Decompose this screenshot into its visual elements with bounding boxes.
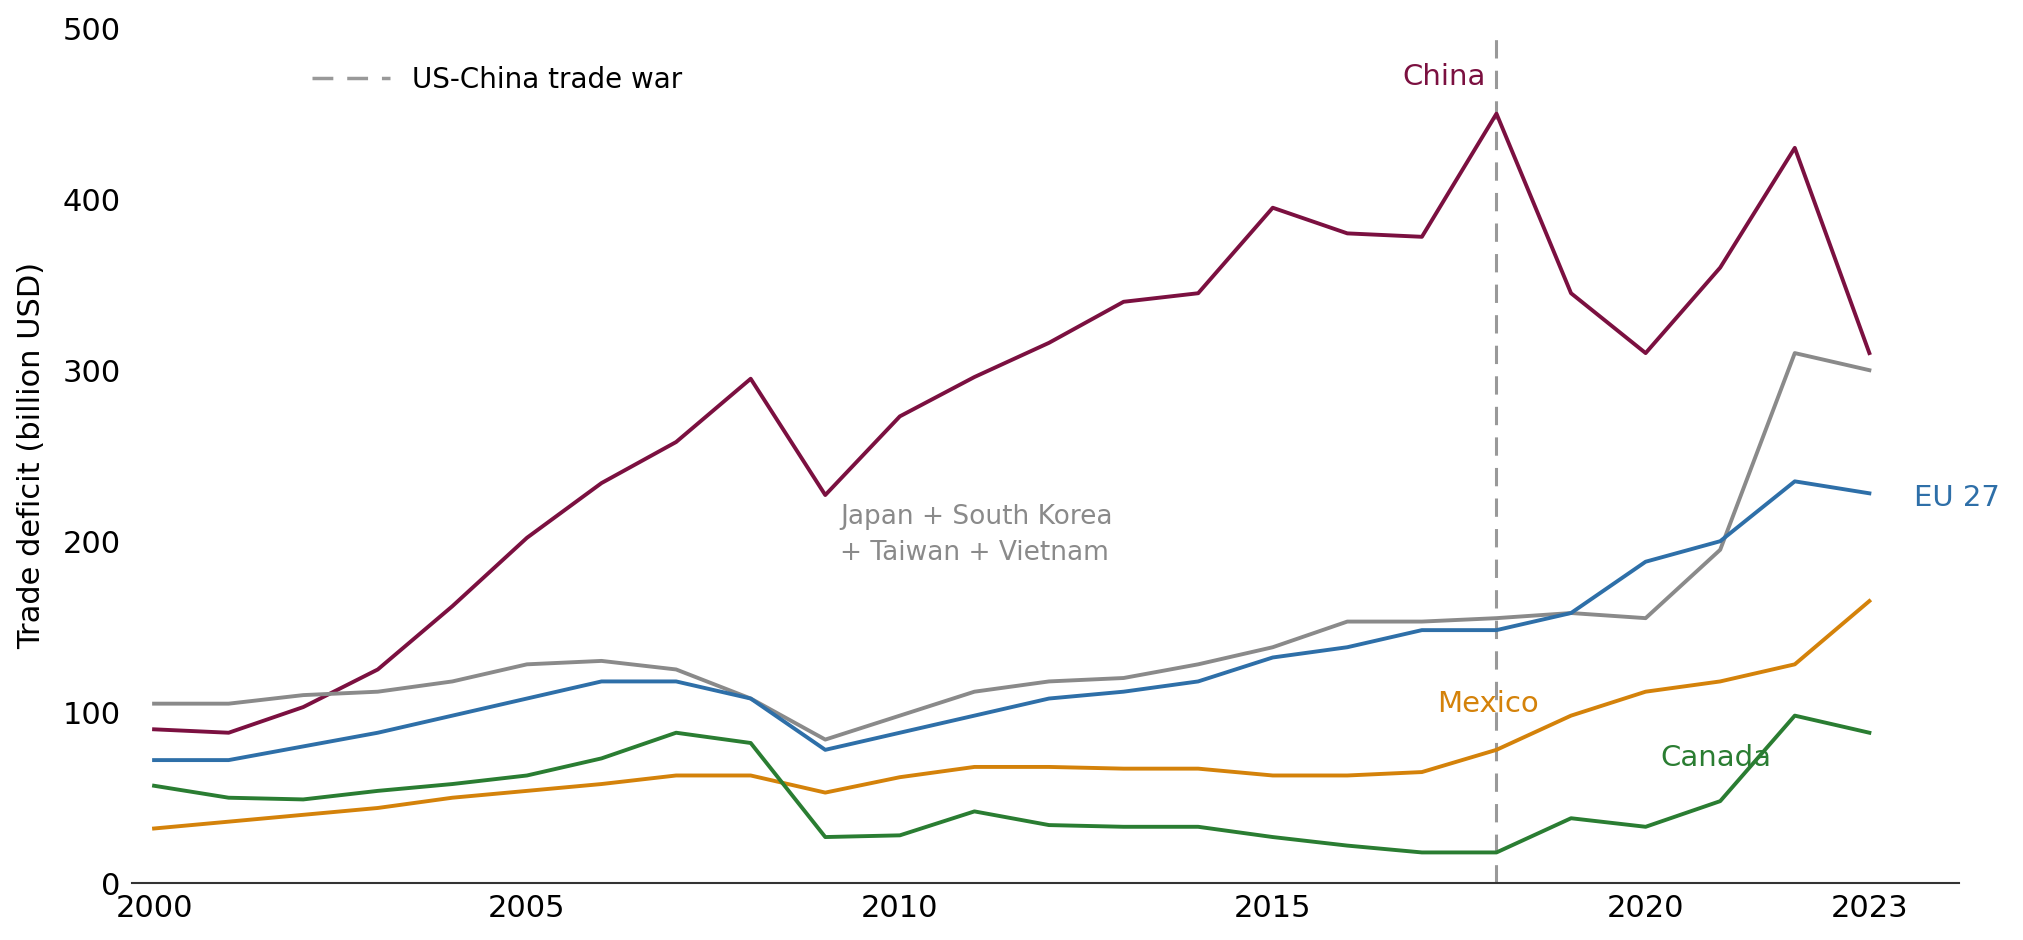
Text: EU 27: EU 27 [1914,484,2001,512]
Text: Mexico: Mexico [1436,690,1540,717]
Legend: US-China trade war: US-China trade war [301,55,694,105]
Y-axis label: Trade deficit (billion USD): Trade deficit (billion USD) [16,262,47,650]
Text: China: China [1402,63,1487,91]
Text: Canada: Canada [1661,744,1772,773]
Text: Japan + South Korea
+ Taiwan + Vietnam: Japan + South Korea + Taiwan + Vietnam [840,504,1113,566]
